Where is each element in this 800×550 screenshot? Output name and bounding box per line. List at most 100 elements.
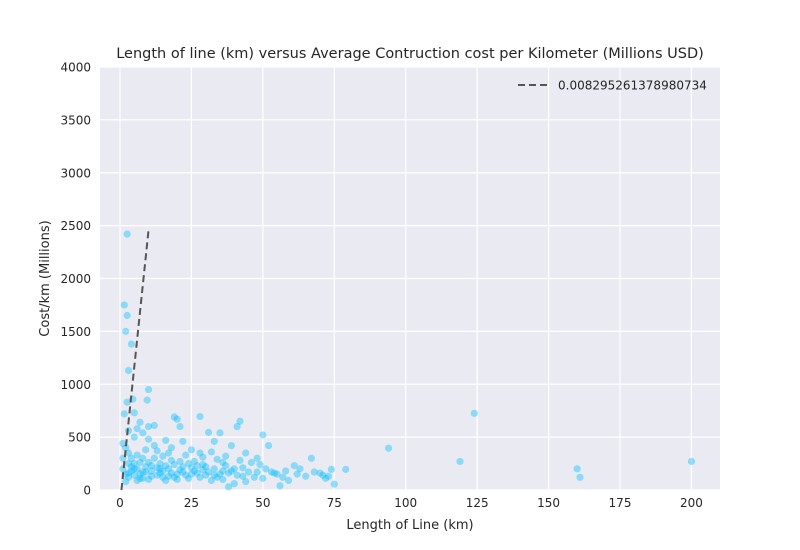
scatter-point bbox=[167, 469, 176, 477]
scatter-point bbox=[193, 462, 201, 470]
y-tick-label: 2000 bbox=[60, 272, 91, 286]
scatter-point bbox=[124, 459, 133, 468]
chart-title: Length of line (km) versus Average Contr… bbox=[116, 46, 704, 62]
scatter-point bbox=[139, 468, 147, 476]
scatter-point bbox=[210, 437, 218, 445]
scatter-point bbox=[120, 410, 128, 418]
scatter-point bbox=[124, 469, 133, 477]
scatter-points bbox=[119, 230, 696, 491]
scatter-point bbox=[253, 454, 261, 462]
scatter-point bbox=[120, 301, 128, 309]
scatter-point bbox=[122, 477, 130, 486]
scatter-point bbox=[230, 465, 238, 473]
scatter-point bbox=[164, 472, 173, 480]
scatter-point bbox=[222, 452, 230, 460]
scatter-point bbox=[156, 469, 164, 477]
scatter-point bbox=[130, 471, 138, 479]
grid-lines bbox=[100, 66, 720, 491]
scatter-point bbox=[130, 409, 138, 417]
x-tick-label: 100 bbox=[394, 496, 417, 510]
scatter-point bbox=[193, 469, 201, 477]
scatter-point bbox=[227, 441, 236, 450]
x-tick-label: 0 bbox=[116, 496, 124, 510]
x-tick-label: 75 bbox=[327, 496, 342, 510]
scatter-point bbox=[262, 465, 270, 473]
scatter-point bbox=[239, 472, 247, 480]
scatter-point bbox=[293, 470, 301, 478]
scatter-point bbox=[319, 471, 327, 479]
scatter-point bbox=[147, 467, 156, 475]
x-tick-label: 50 bbox=[255, 496, 270, 510]
scatter-point bbox=[187, 446, 196, 454]
scatter-point bbox=[173, 470, 181, 478]
y-tick-label: 2500 bbox=[60, 219, 91, 233]
scatter-point bbox=[259, 474, 267, 482]
scatter-point bbox=[310, 468, 318, 476]
y-tick-label: 500 bbox=[68, 431, 91, 445]
scatter-point bbox=[136, 470, 144, 478]
scatter-point bbox=[216, 470, 224, 478]
scatter-point bbox=[224, 483, 233, 491]
scatter-point bbox=[159, 467, 167, 475]
scatter-point bbox=[222, 462, 230, 470]
x-tick-label: 175 bbox=[609, 496, 632, 510]
scatter-point bbox=[136, 418, 144, 426]
scatter-point bbox=[136, 458, 144, 467]
scatter-point bbox=[162, 462, 170, 470]
scatter-point bbox=[204, 428, 213, 436]
scatter-point bbox=[170, 473, 178, 481]
scatter-point bbox=[142, 468, 150, 476]
scatter-point bbox=[127, 467, 136, 475]
scatter-point bbox=[170, 413, 178, 421]
scatter-point bbox=[147, 472, 156, 480]
scatter-point bbox=[384, 444, 393, 452]
scatter-point bbox=[273, 470, 281, 478]
scatter-point bbox=[202, 463, 210, 471]
y-tick-label: 3500 bbox=[60, 113, 91, 127]
scatter-point bbox=[302, 472, 310, 480]
scatter-point bbox=[267, 468, 276, 476]
scatter-point bbox=[202, 471, 210, 479]
scatter-point bbox=[196, 473, 204, 481]
scatter-point bbox=[196, 449, 204, 457]
scatter-point bbox=[133, 425, 141, 433]
scatter-point bbox=[324, 472, 333, 480]
scatter-point bbox=[290, 462, 298, 470]
scatter-point bbox=[179, 468, 187, 476]
scatter-point bbox=[239, 464, 247, 472]
scatter-point bbox=[143, 396, 151, 404]
scatter-point bbox=[139, 474, 147, 482]
scatter-point bbox=[253, 468, 261, 476]
scatter-point bbox=[144, 475, 153, 484]
scatter-point bbox=[199, 461, 207, 469]
scatter-point bbox=[219, 458, 227, 467]
scatter-point bbox=[187, 464, 196, 472]
scatter-point bbox=[264, 441, 273, 450]
scatter-point bbox=[224, 469, 233, 477]
scatter-point bbox=[164, 465, 173, 473]
scatter-point bbox=[470, 409, 478, 417]
scatter-point bbox=[130, 465, 138, 473]
scatter-point bbox=[182, 471, 190, 479]
scatter-point bbox=[327, 465, 336, 473]
scatter-point bbox=[162, 436, 170, 444]
scatter-point bbox=[167, 456, 176, 464]
scatter-point bbox=[133, 465, 141, 473]
scatter-point bbox=[233, 422, 241, 431]
scatter-point bbox=[242, 449, 250, 457]
scatter-point bbox=[150, 454, 158, 462]
scatter-point bbox=[159, 473, 167, 481]
scatter-point bbox=[270, 469, 278, 477]
scatter-point bbox=[342, 465, 350, 473]
y-tick-label: 1000 bbox=[60, 378, 91, 392]
scatter-point bbox=[316, 469, 324, 477]
scatter-point bbox=[242, 477, 250, 486]
scatter-point bbox=[124, 473, 133, 481]
scatter-point bbox=[176, 457, 184, 466]
x-tick-label: 125 bbox=[466, 496, 489, 510]
scatter-point bbox=[196, 412, 204, 421]
scatter-point bbox=[127, 463, 136, 471]
y-tick-label: 4000 bbox=[60, 61, 91, 75]
legend: 0.008295261378980734 bbox=[518, 79, 707, 93]
